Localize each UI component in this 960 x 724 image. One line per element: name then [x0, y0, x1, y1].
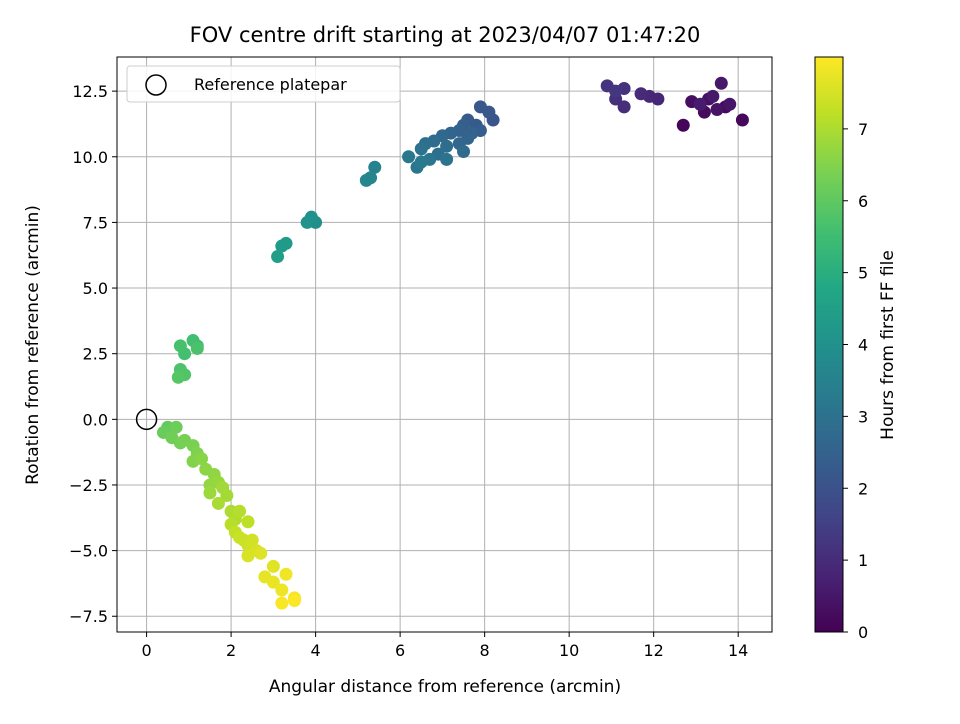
data-point	[245, 533, 259, 547]
x-tick-label: 8	[480, 641, 490, 660]
colorbar-tick-label: 6	[858, 192, 868, 211]
legend: Reference platepar	[126, 65, 401, 103]
chart-title: FOV centre drift starting at 2023/04/07 …	[190, 23, 701, 47]
data-point	[359, 173, 373, 187]
colorbar-ticks: 0 1 2 3 4 5 6 7	[843, 120, 868, 642]
data-point	[440, 152, 454, 166]
data-point	[169, 420, 183, 434]
data-point	[211, 496, 225, 510]
y-tick-label: 12.5	[72, 82, 108, 101]
data-point	[203, 486, 217, 500]
data-point	[693, 97, 707, 111]
data-point	[300, 215, 314, 229]
data-point	[254, 546, 268, 560]
x-axis-label: Angular distance from reference (arcmin)	[269, 677, 621, 697]
y-tick-label: 2.5	[83, 345, 108, 364]
data-point	[171, 370, 185, 384]
colorbar	[814, 56, 844, 633]
x-tick-label: 0	[141, 641, 151, 660]
data-point	[710, 103, 724, 117]
y-tick-label: −5.0	[69, 542, 108, 561]
data-point	[473, 100, 487, 114]
data-point	[190, 341, 204, 355]
data-point	[706, 89, 720, 103]
data-point	[241, 549, 255, 563]
data-point	[271, 250, 285, 264]
data-point	[617, 100, 631, 114]
x-tick-label: 6	[395, 641, 405, 660]
data-point	[402, 150, 416, 164]
data-point	[609, 84, 623, 98]
colorbar-label: Hours from first FF file	[878, 250, 898, 440]
colorbar-tick-label: 2	[858, 479, 868, 498]
data-point	[714, 76, 728, 90]
y-tick-label: −2.5	[69, 476, 108, 495]
data-point	[457, 145, 471, 159]
colorbar-tick-label: 0	[858, 623, 868, 642]
legend-marker-reference	[145, 74, 167, 96]
data-point	[241, 515, 255, 529]
data-point	[414, 142, 428, 156]
data-point	[195, 452, 209, 466]
data-point	[266, 575, 280, 589]
data-point	[233, 504, 247, 518]
data-point	[266, 559, 280, 573]
data-point	[676, 118, 690, 132]
y-tick-label: 7.5	[83, 213, 108, 232]
data-points	[135, 76, 749, 610]
data-point	[287, 593, 301, 607]
data-point	[275, 583, 289, 597]
x-axis-ticks: 0 2 4 6 8 10 12 14	[141, 632, 748, 660]
y-axis-ticks: −7.5 −5.0 −2.5 0.0 2.5 5.0 7.5 10.0 12.5	[69, 82, 117, 626]
y-tick-label: 0.0	[83, 410, 108, 429]
y-tick-label: 5.0	[83, 279, 108, 298]
x-tick-label: 2	[226, 641, 236, 660]
x-tick-label: 14	[728, 641, 748, 660]
legend-box	[126, 65, 401, 103]
y-tick-label: −7.5	[69, 607, 108, 626]
data-point	[368, 160, 382, 174]
plot-frame	[116, 56, 773, 633]
x-tick-label: 12	[643, 641, 663, 660]
reference-platepar-marker	[135, 408, 158, 431]
data-point	[173, 339, 187, 353]
data-point	[735, 113, 749, 127]
colorbar-tick-label: 5	[858, 264, 868, 283]
data-point	[220, 488, 234, 502]
legend-label-reference: Reference platepar	[194, 75, 347, 94]
y-tick-label: 10.0	[72, 148, 108, 167]
data-point	[440, 139, 454, 153]
colorbar-tick-label: 3	[858, 407, 868, 426]
data-point	[723, 97, 737, 111]
data-point	[414, 155, 428, 169]
data-point	[275, 239, 289, 253]
x-tick-label: 4	[311, 641, 321, 660]
data-point	[275, 596, 289, 610]
data-point	[279, 567, 293, 581]
data-point	[233, 530, 247, 544]
y-axis-label: Rotation from reference (arcmin)	[23, 205, 43, 485]
data-point	[634, 87, 648, 101]
colorbar-tick-label: 4	[858, 336, 868, 355]
colorbar-tick-label: 1	[858, 551, 868, 570]
x-tick-label: 10	[559, 641, 579, 660]
colorbar-tick-label: 7	[858, 120, 868, 139]
